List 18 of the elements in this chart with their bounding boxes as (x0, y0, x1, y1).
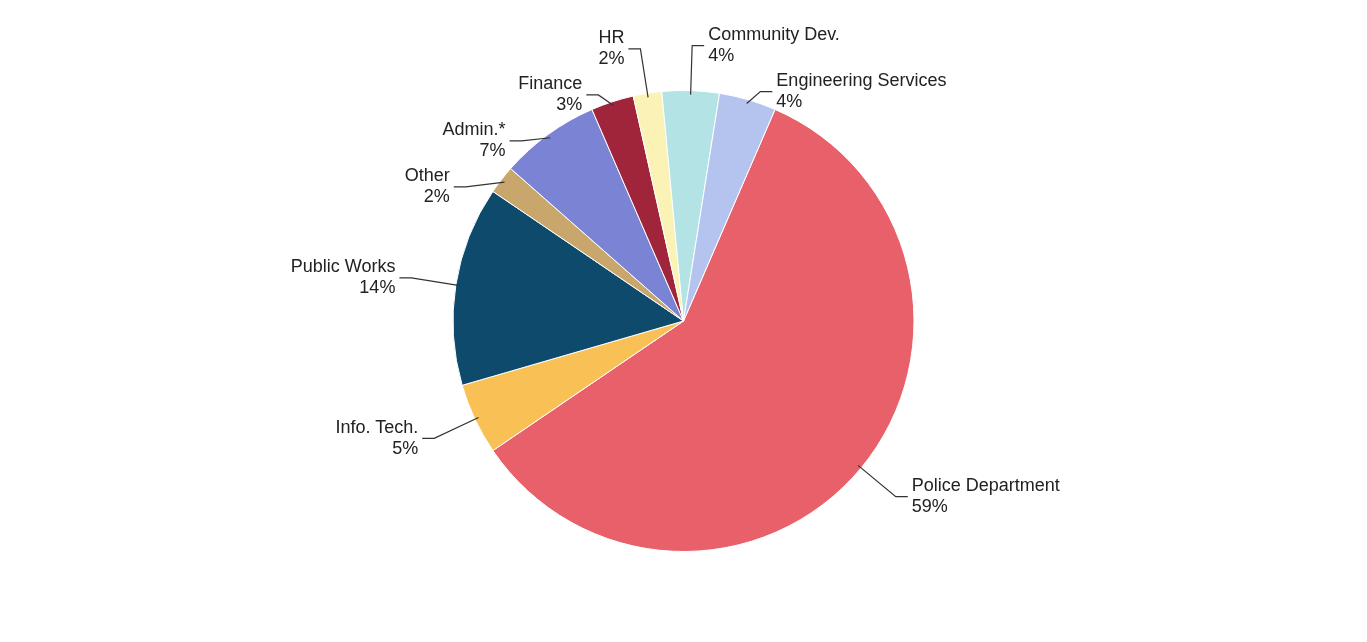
slice-label: Admin.* (442, 119, 506, 140)
slice-label: Finance (518, 73, 583, 94)
slice-label: Engineering Services (776, 70, 947, 91)
slice-label: Public Works (290, 256, 396, 277)
slice-label: Police Department (911, 475, 1060, 496)
data-label: 14% (359, 277, 396, 298)
data-label: 7% (479, 140, 506, 161)
slice-label: Info. Tech. (335, 416, 419, 437)
data-label: 3% (556, 94, 583, 115)
data-label: 2% (423, 186, 450, 207)
slice-label: Community Dev. (708, 24, 840, 45)
slice-label: HR (598, 27, 625, 48)
data-label: 4% (708, 45, 735, 66)
data-label: 2% (598, 48, 625, 69)
data-label: 5% (392, 437, 419, 458)
data-label: 59% (911, 496, 948, 517)
slice-label: Other (404, 165, 450, 186)
data-label: 4% (776, 91, 803, 112)
